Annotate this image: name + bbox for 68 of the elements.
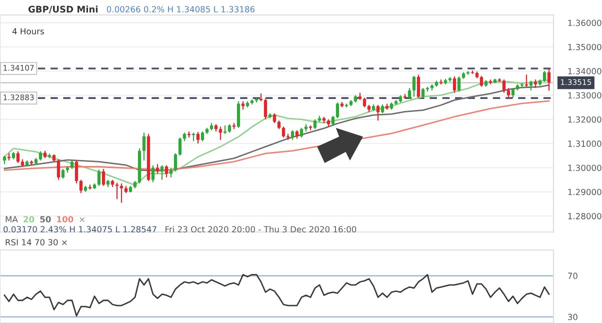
text: RSI 14 70 30 × (6, 239, 67, 246)
candlestick (61, 168, 65, 180)
candlestick (502, 78, 506, 94)
y-tick-label: 1.29000 (568, 188, 602, 196)
candlestick (412, 75, 416, 98)
candlestick (542, 70, 546, 82)
candlestick (156, 164, 160, 174)
candlestick (16, 150, 20, 164)
candlestick (200, 130, 204, 142)
candlestick (142, 132, 146, 162)
text: 20 (24, 216, 34, 222)
candlestick (282, 126, 286, 138)
candlestick (511, 87, 515, 98)
candlestick (547, 68, 551, 92)
chart-subtitle: 0.00266 0.2% H 1.34085 L 1.33186 (106, 6, 255, 12)
candlestick (331, 115, 335, 126)
y-tick-label: 1.32000 (568, 116, 602, 123)
line-series (4, 84, 550, 172)
candlestick (102, 168, 106, 186)
line-series (4, 274, 550, 316)
y-tick-label: 30 (568, 314, 578, 320)
candlestick (408, 87, 412, 100)
candlestick (164, 164, 168, 178)
candlestick (120, 182, 124, 204)
y-tick-label: 1.31000 (568, 140, 602, 147)
y-tick-label: 70 (568, 272, 578, 279)
candlestick (79, 179, 83, 194)
candlestick (97, 169, 101, 186)
candlestick (218, 126, 222, 140)
candlestick (480, 75, 484, 88)
candlestick (160, 164, 164, 180)
y-tick-label: 1.30000 (568, 164, 602, 172)
candlestick (264, 98, 268, 120)
candlestick (290, 130, 294, 140)
candlestick (376, 104, 380, 122)
y-tick-label: 1.36000 (568, 20, 602, 26)
candlestick (174, 152, 178, 172)
candlestick (362, 97, 366, 108)
y-tick-label: 1.35000 (568, 44, 602, 50)
text: 100 (57, 216, 74, 222)
annotation: × (80, 217, 84, 222)
candlestick (452, 76, 456, 94)
candlestick (169, 167, 173, 178)
candlestick (272, 112, 276, 124)
candlestick (529, 80, 533, 91)
candlestick (416, 74, 420, 98)
candlestick (336, 102, 340, 119)
candlestick (74, 160, 78, 184)
y-tick-label: 1.28000 (568, 213, 602, 220)
candlestick (115, 182, 119, 200)
candlestick (313, 118, 317, 130)
y-tick-label: 1.33000 (568, 92, 602, 99)
candlestick (196, 131, 200, 144)
candlestick (178, 136, 182, 156)
candlestick (151, 164, 155, 183)
annotation: MA (6, 216, 18, 222)
candlestick (457, 76, 461, 92)
annotation: Fri 23 Oct 2020 20:00 - Thu 3 Dec 2020 16:00 (166, 226, 356, 232)
text: 50 (40, 216, 51, 222)
chart-title: GBP/USD Mini (28, 6, 98, 14)
candlestick (38, 150, 42, 162)
annotation: 4 Hours (12, 28, 44, 34)
annotation: 0.03170 2.43% H 1.34075 L 1.28547 (4, 226, 156, 232)
y-tick-label: 1.34000 (568, 68, 602, 74)
candlestick (421, 87, 425, 98)
candlestick (56, 158, 60, 180)
candlestick (300, 127, 304, 138)
candlestick (236, 100, 240, 128)
